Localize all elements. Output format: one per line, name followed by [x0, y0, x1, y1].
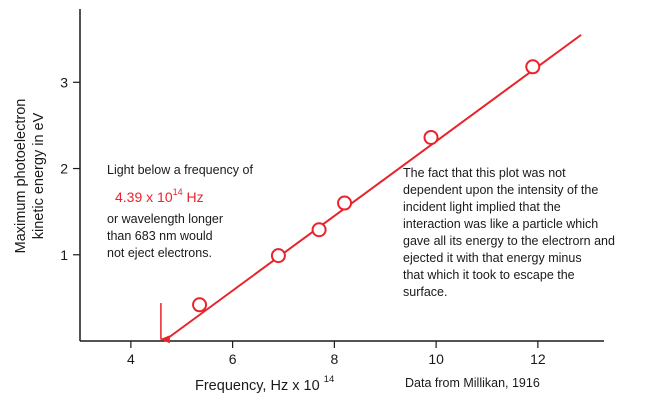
x-tick-label: 4 [127, 351, 135, 367]
interpretation-line: gave all its energy to the electrorn and [403, 234, 615, 248]
threshold-note-line4: than 683 nm would [107, 229, 213, 243]
y-axis-title-line1: Maximum photoelectron [13, 99, 29, 254]
x-axis-title-text: Frequency, Hz x 10 [195, 378, 320, 394]
y-tick-label: 3 [60, 74, 68, 90]
threshold-note-line5: not eject electrons. [107, 246, 212, 260]
interpretation-note: The fact that this plot was not dependen… [403, 165, 658, 301]
interpretation-line: incident light implied that the [403, 200, 561, 214]
interpretation-line: dependent upon the intensity of the [403, 183, 599, 197]
threshold-note: Light below a frequency of 4.39 x 1014 H… [107, 162, 287, 262]
source-note: Data from Millikan, 1916 [405, 376, 540, 390]
x-axis-title-exp: 14 [324, 374, 335, 385]
data-point [270, 248, 286, 264]
threshold-note-line3: or wavelength longer [107, 212, 224, 226]
x-tick-label: 6 [229, 351, 237, 367]
threshold-frequency: 4.39 x 1014 Hz [115, 187, 287, 206]
y-ticks: 1 2 3 [60, 74, 80, 263]
interpretation-line: The fact that this plot was not [403, 166, 566, 180]
interpretation-line: ejected it with that energy minus [403, 251, 582, 265]
x-tick-label: 8 [330, 351, 338, 367]
threshold-frequency-exp: 14 [172, 187, 183, 197]
threshold-frequency-unit: Hz [182, 189, 204, 205]
x-tick-label: 10 [428, 351, 444, 367]
x-axis-title: Frequency, Hz x 10 14 [195, 374, 334, 394]
fit-line [163, 34, 582, 342]
data-point [337, 195, 353, 211]
data-point [525, 59, 541, 75]
data-point [311, 222, 327, 238]
x-ticks: 4 6 8 10 12 [127, 341, 546, 367]
y-axis-title-line2: kinetic energy in eV [31, 112, 47, 239]
threshold-frequency-base: 4.39 x 10 [115, 189, 173, 205]
y-tick-label: 1 [60, 247, 68, 263]
x-tick-label: 12 [530, 351, 546, 367]
data-points [192, 59, 541, 313]
interpretation-line: surface. [403, 285, 448, 299]
interpretation-line: interaction was like a particle which [403, 217, 599, 231]
data-point [192, 297, 208, 313]
interpretation-line: that which it took to escape the [403, 268, 575, 282]
data-point [423, 129, 439, 145]
threshold-note-line1: Light below a frequency of [107, 163, 253, 177]
y-tick-label: 2 [60, 161, 68, 177]
